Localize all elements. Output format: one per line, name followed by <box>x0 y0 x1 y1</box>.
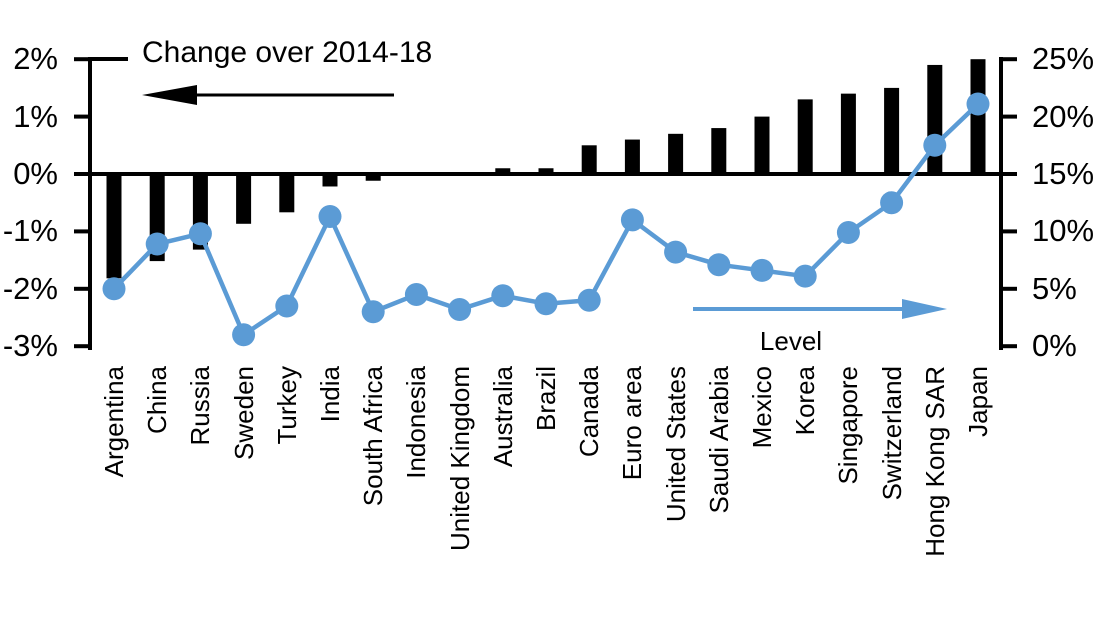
bar-india <box>322 174 338 187</box>
right-axis-tick <box>1003 344 1017 349</box>
level-arrow-shaft <box>693 307 906 311</box>
level-marker-korea <box>793 264 817 288</box>
category-label-saudi-arabia: Saudi Arabia <box>703 366 734 514</box>
left-axis-tick-label: 0% <box>13 156 58 191</box>
level-marker-hong-kong-sar <box>923 133 947 157</box>
zero-baseline <box>88 172 1003 176</box>
right-axis-tick <box>1003 114 1017 119</box>
chart-title: Change over 2014-18 <box>142 36 433 69</box>
right-axis-tick <box>1003 172 1017 176</box>
right-axis-line <box>999 57 1003 350</box>
right-axis-tick <box>1003 57 1017 62</box>
bar-japan <box>970 59 986 176</box>
left-axis-tick-label: 1% <box>13 98 58 134</box>
left-axis-tick-label: -3% <box>2 328 58 364</box>
change-arrow-shaft <box>190 93 394 97</box>
level-marker-euro-area <box>620 208 644 232</box>
level-marker-australia <box>491 284 515 308</box>
left-axis-tick <box>74 344 88 349</box>
level-marker-sweden <box>232 323 256 347</box>
bar-mexico <box>754 116 770 175</box>
bar-saudi-arabia <box>711 128 727 175</box>
level-marker-indonesia <box>404 283 428 307</box>
right-axis-tick-label: 20% <box>1032 98 1095 134</box>
bar-south-africa <box>365 174 381 181</box>
category-label-euro-area: Euro area <box>617 366 648 481</box>
right-axis-tick-label: 25% <box>1032 41 1095 77</box>
left-axis-tick <box>74 172 88 176</box>
level-marker-united-kingdom <box>448 297 472 321</box>
category-label-indonesia: Indonesia <box>401 366 432 479</box>
bar-korea <box>797 99 813 175</box>
level-marker-saudi-arabia <box>707 253 731 277</box>
level-marker-mexico <box>750 258 774 282</box>
bar-canada <box>581 145 597 175</box>
level-marker-argentina <box>102 277 126 301</box>
level-right-arrow-icon <box>902 299 947 319</box>
right-axis-tick <box>1003 229 1017 234</box>
level-marker-china <box>145 232 169 256</box>
level-series-label: Level <box>759 326 823 356</box>
category-label-canada: Canada <box>574 366 605 458</box>
left-axis-tick-label: -2% <box>2 270 58 306</box>
category-label-korea: Korea <box>790 366 821 436</box>
level-marker-south-africa <box>361 300 385 324</box>
bar-hong-kong-sar <box>927 64 943 175</box>
bar-united-states <box>668 133 684 175</box>
right-axis-tick <box>1003 286 1017 291</box>
level-marker-turkey <box>275 294 299 318</box>
right-axis-tick-label: 15% <box>1032 156 1095 191</box>
category-label-singapore: Singapore <box>833 366 864 485</box>
category-label-australia: Australia <box>487 366 518 468</box>
left-axis-tick <box>74 114 88 119</box>
bar-australia <box>495 168 511 175</box>
right-axis-tick-label: 5% <box>1032 270 1077 306</box>
category-label-japan: Japan <box>963 366 993 437</box>
level-marker-switzerland <box>880 191 904 215</box>
bar-brazil <box>538 168 554 175</box>
level-marker-russia <box>188 222 212 246</box>
category-label-south-africa: South Africa <box>358 366 389 507</box>
category-label-united-kingdom: United Kingdom <box>444 366 475 551</box>
category-label-sweden: Sweden <box>228 366 259 460</box>
bar-sweden <box>236 174 252 224</box>
bar-euro-area <box>624 139 640 175</box>
category-label-hong-kong-sar: Hong Kong SAR <box>919 366 950 557</box>
left-axis-line <box>88 57 92 350</box>
level-marker-united-states <box>664 240 688 264</box>
level-marker-canada <box>577 288 601 312</box>
category-label-brazil: Brazil <box>531 366 561 432</box>
left-axis-tick <box>74 57 88 62</box>
left-axis-top-cap <box>92 57 128 61</box>
right-axis-tick-label: 0% <box>1032 328 1077 364</box>
change-left-arrow-icon <box>142 85 197 105</box>
bar-switzerland <box>884 87 900 175</box>
category-label-turkey: Turkey <box>271 366 302 445</box>
level-marker-india <box>318 204 342 228</box>
category-label-china: China <box>142 366 173 434</box>
left-axis-tick-label: 2% <box>13 41 58 77</box>
bar-argentina <box>106 174 122 279</box>
category-label-russia: Russia <box>185 366 216 446</box>
category-label-mexico: Mexico <box>747 366 777 449</box>
right-axis-tick-label: 10% <box>1032 213 1095 249</box>
level-marker-brazil <box>534 292 558 316</box>
level-marker-japan <box>966 92 990 116</box>
level-marker-singapore <box>836 221 860 245</box>
category-label-india: India <box>315 366 345 423</box>
bar-turkey <box>279 174 295 213</box>
category-label-switzerland: Switzerland <box>876 366 907 501</box>
category-label-argentina: Argentina <box>99 366 129 478</box>
left-axis-tick <box>74 229 88 234</box>
left-axis-tick <box>74 286 88 291</box>
bar-singapore <box>840 93 856 175</box>
left-axis-tick-label: -1% <box>2 213 58 249</box>
category-label-united-states: United States <box>660 366 691 523</box>
